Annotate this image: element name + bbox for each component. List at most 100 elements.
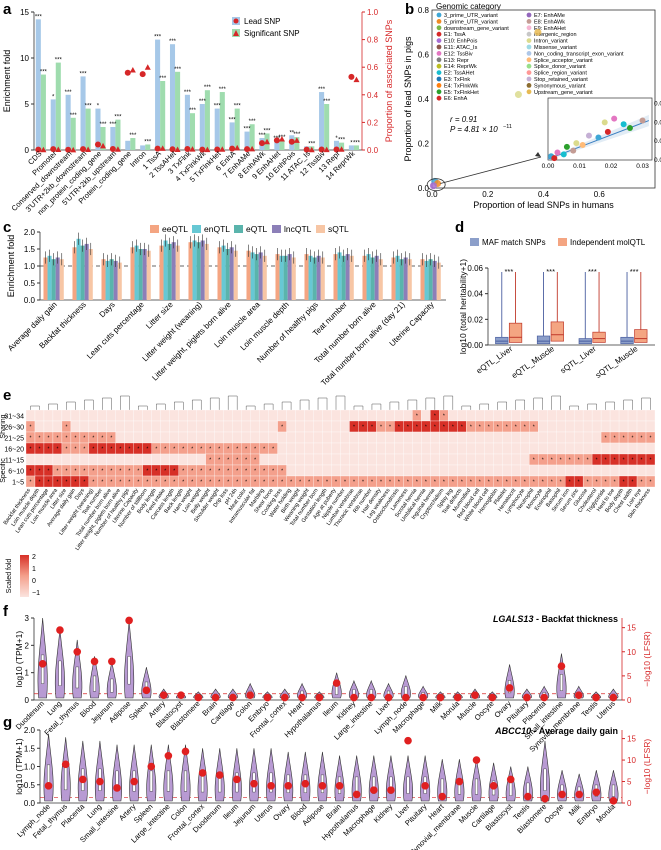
e-cell: [403, 442, 413, 455]
e-cell: [645, 409, 656, 422]
e-cell-mark: *: [443, 480, 445, 486]
e-cell: [322, 409, 332, 422]
f-lfsr-point: [56, 626, 64, 634]
c-bar: [233, 250, 238, 300]
a-ytick-right-label: 0.0: [367, 146, 379, 155]
e-cell-mark: *: [290, 480, 292, 486]
e-cell-mark: *: [497, 425, 499, 431]
e-cell-mark: *: [173, 480, 175, 486]
c-bar: [192, 240, 197, 300]
e-cell: [511, 453, 521, 466]
a-sig-lead: ***: [214, 104, 222, 110]
f-box: [41, 654, 45, 684]
g-ytick-label: 1.0: [24, 763, 36, 772]
e-cell: [421, 464, 431, 477]
e-cell: [331, 431, 341, 444]
c-bar: [163, 240, 168, 300]
c-xtick-label: Number of healthy pigs: [255, 300, 320, 365]
a-prop-lead-point: [318, 146, 325, 153]
c-ytick-label: 0.0: [24, 296, 36, 305]
d-significance: ***: [504, 267, 513, 276]
e-cell: [142, 420, 152, 433]
e-cell: [367, 453, 377, 466]
e-cell: [151, 409, 161, 422]
e-cell: [538, 464, 548, 477]
a-sig-significant: ***: [308, 141, 316, 147]
b-legend-item: Stop_retained_variant: [534, 77, 588, 83]
e-cell-mark: *: [227, 458, 229, 464]
a-prop-significant-point: [129, 66, 136, 73]
b-xtick-label: 0.2: [482, 190, 494, 199]
a-ytick-label: 15: [20, 8, 29, 17]
c-bar: [341, 255, 346, 300]
e-cell-mark: *: [596, 458, 598, 464]
a-bar-lead: [65, 94, 71, 150]
e-cell: [322, 453, 332, 466]
e-cell: [466, 464, 476, 477]
a-prop-significant-point: [85, 146, 92, 152]
g-lfsr-point: [506, 775, 515, 784]
f-lfsr-point: [73, 647, 82, 656]
c-legend-item: sQTL: [328, 224, 349, 234]
g-lfsr-point: [61, 760, 70, 769]
e-cell-mark: *: [281, 469, 283, 475]
e-cell: [340, 420, 350, 433]
e-cell: [295, 409, 305, 422]
panel-label-c: c: [3, 219, 11, 236]
e-cell: [124, 453, 134, 466]
e-cell: [520, 442, 530, 455]
e-cell-mark: *: [407, 480, 409, 486]
e-cell: [582, 442, 593, 455]
c-bar: [312, 257, 317, 300]
g-box: [149, 770, 153, 792]
e-dendrogram-branch: [299, 399, 310, 410]
g-lfsr-point: [404, 736, 412, 745]
e-cell: [376, 431, 386, 444]
e-cell: [169, 431, 179, 444]
e-cell: [439, 464, 449, 477]
a-bar-significant: [100, 127, 106, 150]
e-cell-mark: *: [236, 469, 238, 475]
a-prop-significant-point: [293, 137, 300, 143]
e-cell: [142, 409, 152, 422]
c-bar: [76, 238, 81, 300]
e-cell-mark: *: [47, 480, 49, 486]
a-sig-significant: ***: [204, 85, 212, 91]
e-cell: [573, 420, 584, 433]
e-cell: [582, 409, 593, 422]
c-legend-swatch: [150, 225, 159, 233]
e-cell-mark: *: [137, 469, 139, 475]
e-cell: [286, 409, 296, 422]
e-cell: [268, 420, 278, 433]
c-bar: [229, 247, 234, 300]
g-lfsr-point: [44, 782, 53, 790]
c-bar: [366, 254, 371, 300]
c-legend-swatch: [272, 225, 281, 233]
e-cell-mark: *: [650, 458, 652, 464]
e-cell-mark: *: [74, 480, 76, 486]
a-bar-significant: [55, 62, 61, 150]
e-cell: [79, 420, 90, 433]
f-ylabel-right: −log10 (LFSR): [642, 631, 652, 687]
g-xtick-label: Ovary: [271, 802, 292, 823]
e-row-label: 1~5: [12, 480, 24, 487]
f-lfsr-point: [574, 691, 583, 699]
e-cell: [484, 442, 494, 455]
a-prop-lead-point: [184, 146, 191, 153]
e-cell-mark: *: [146, 447, 148, 453]
b-legend-dot: [436, 44, 442, 50]
e-cell-mark: *: [137, 447, 139, 453]
e-cell-mark: *: [191, 447, 193, 453]
a-prop-significant-point: [323, 146, 330, 153]
a-prop-significant-point: [40, 146, 47, 153]
e-cell-mark: *: [182, 447, 184, 453]
a-bar-significant: [115, 119, 121, 150]
e-cell-mark: *: [389, 480, 391, 486]
panel-label-a: a: [3, 1, 12, 18]
a-ytick-right-label: 0.8: [367, 36, 379, 45]
f-lfsr-point: [540, 693, 548, 702]
g-lfsr-point: [198, 769, 207, 777]
f-xtick-label: Spleen: [127, 699, 150, 722]
b-legend-dot: [436, 38, 442, 43]
e-cell-mark: *: [83, 436, 85, 442]
